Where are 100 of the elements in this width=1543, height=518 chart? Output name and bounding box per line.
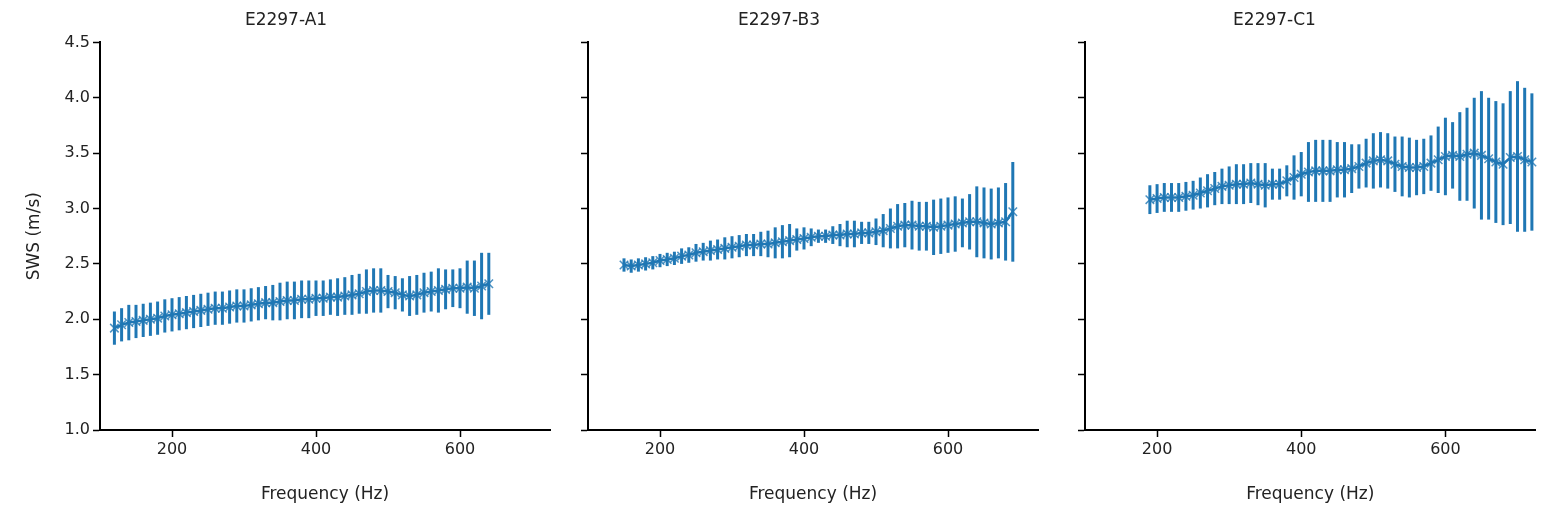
y-tick-label: 2.0 <box>64 308 90 328</box>
point <box>1368 155 1379 166</box>
point <box>1418 161 1429 172</box>
chart-title: E2297-A1 <box>244 8 328 29</box>
point <box>856 227 867 238</box>
point <box>1512 151 1523 162</box>
point <box>440 284 451 295</box>
point <box>318 293 329 304</box>
point <box>820 231 831 242</box>
point <box>770 237 781 248</box>
point <box>289 295 300 306</box>
y-tick-label: 1.5 <box>64 363 90 383</box>
point <box>383 286 393 297</box>
x-axis-title: Frequency (Hz) <box>260 483 390 504</box>
point <box>282 295 293 306</box>
point <box>1339 164 1350 175</box>
point <box>763 238 773 249</box>
point <box>347 289 357 300</box>
chart-title: E2297-B3 <box>737 8 821 29</box>
point <box>791 234 802 245</box>
point <box>1397 161 1408 172</box>
point <box>784 235 795 246</box>
point <box>921 221 932 232</box>
point <box>1209 183 1220 194</box>
point <box>1382 155 1393 166</box>
point <box>986 219 997 230</box>
point <box>239 300 249 311</box>
point <box>979 217 989 228</box>
point <box>914 221 925 232</box>
point <box>1202 185 1213 196</box>
point <box>863 227 874 238</box>
point <box>253 298 264 309</box>
point <box>1389 159 1400 170</box>
point <box>145 314 156 325</box>
point <box>633 260 644 270</box>
point <box>159 310 170 321</box>
point <box>662 254 673 265</box>
point <box>469 283 480 294</box>
point <box>311 293 321 304</box>
point <box>1166 192 1177 203</box>
point <box>375 285 386 296</box>
point <box>303 294 314 305</box>
point <box>1224 180 1235 191</box>
point <box>210 303 221 314</box>
point <box>1346 163 1357 174</box>
point <box>676 251 687 262</box>
point <box>131 316 141 327</box>
point <box>1353 161 1364 172</box>
point <box>1433 154 1444 165</box>
point <box>152 313 163 324</box>
x-tick-label: 400 <box>788 438 820 458</box>
x-tick-label: 400 <box>300 438 332 458</box>
point <box>231 300 242 311</box>
point <box>476 281 487 292</box>
point <box>928 222 939 233</box>
point <box>1159 192 1170 203</box>
point <box>1274 179 1285 190</box>
point <box>1216 181 1227 192</box>
point <box>835 230 845 241</box>
point <box>1188 190 1199 201</box>
point <box>950 219 961 230</box>
point <box>907 220 917 231</box>
point <box>1303 166 1314 177</box>
point <box>325 292 336 303</box>
x-tick-label: 600 <box>444 438 476 458</box>
point <box>181 307 192 318</box>
point <box>691 247 701 258</box>
point <box>1180 191 1191 202</box>
point <box>1296 169 1307 180</box>
point <box>1267 179 1278 190</box>
point <box>1404 162 1415 173</box>
point <box>964 216 975 227</box>
point <box>1498 159 1509 170</box>
x-tick-label: 200 <box>156 438 188 458</box>
point <box>1519 154 1530 165</box>
point <box>669 253 680 264</box>
point <box>217 303 228 314</box>
point <box>741 240 752 251</box>
point <box>224 302 235 313</box>
point <box>971 216 982 227</box>
point <box>1231 179 1242 190</box>
point <box>404 291 415 301</box>
y-tick-label: 3.0 <box>64 197 90 217</box>
point <box>419 287 429 298</box>
point <box>1483 153 1494 164</box>
point <box>1361 158 1372 169</box>
point <box>397 289 408 300</box>
point <box>109 323 120 334</box>
point <box>390 287 401 298</box>
point <box>827 230 838 241</box>
point <box>195 305 206 316</box>
point <box>813 231 824 242</box>
point <box>1253 179 1263 190</box>
point <box>943 220 953 231</box>
point <box>957 217 968 228</box>
point <box>1173 192 1184 203</box>
point <box>892 221 903 232</box>
point <box>267 297 278 308</box>
point <box>698 246 709 257</box>
point <box>878 225 889 236</box>
